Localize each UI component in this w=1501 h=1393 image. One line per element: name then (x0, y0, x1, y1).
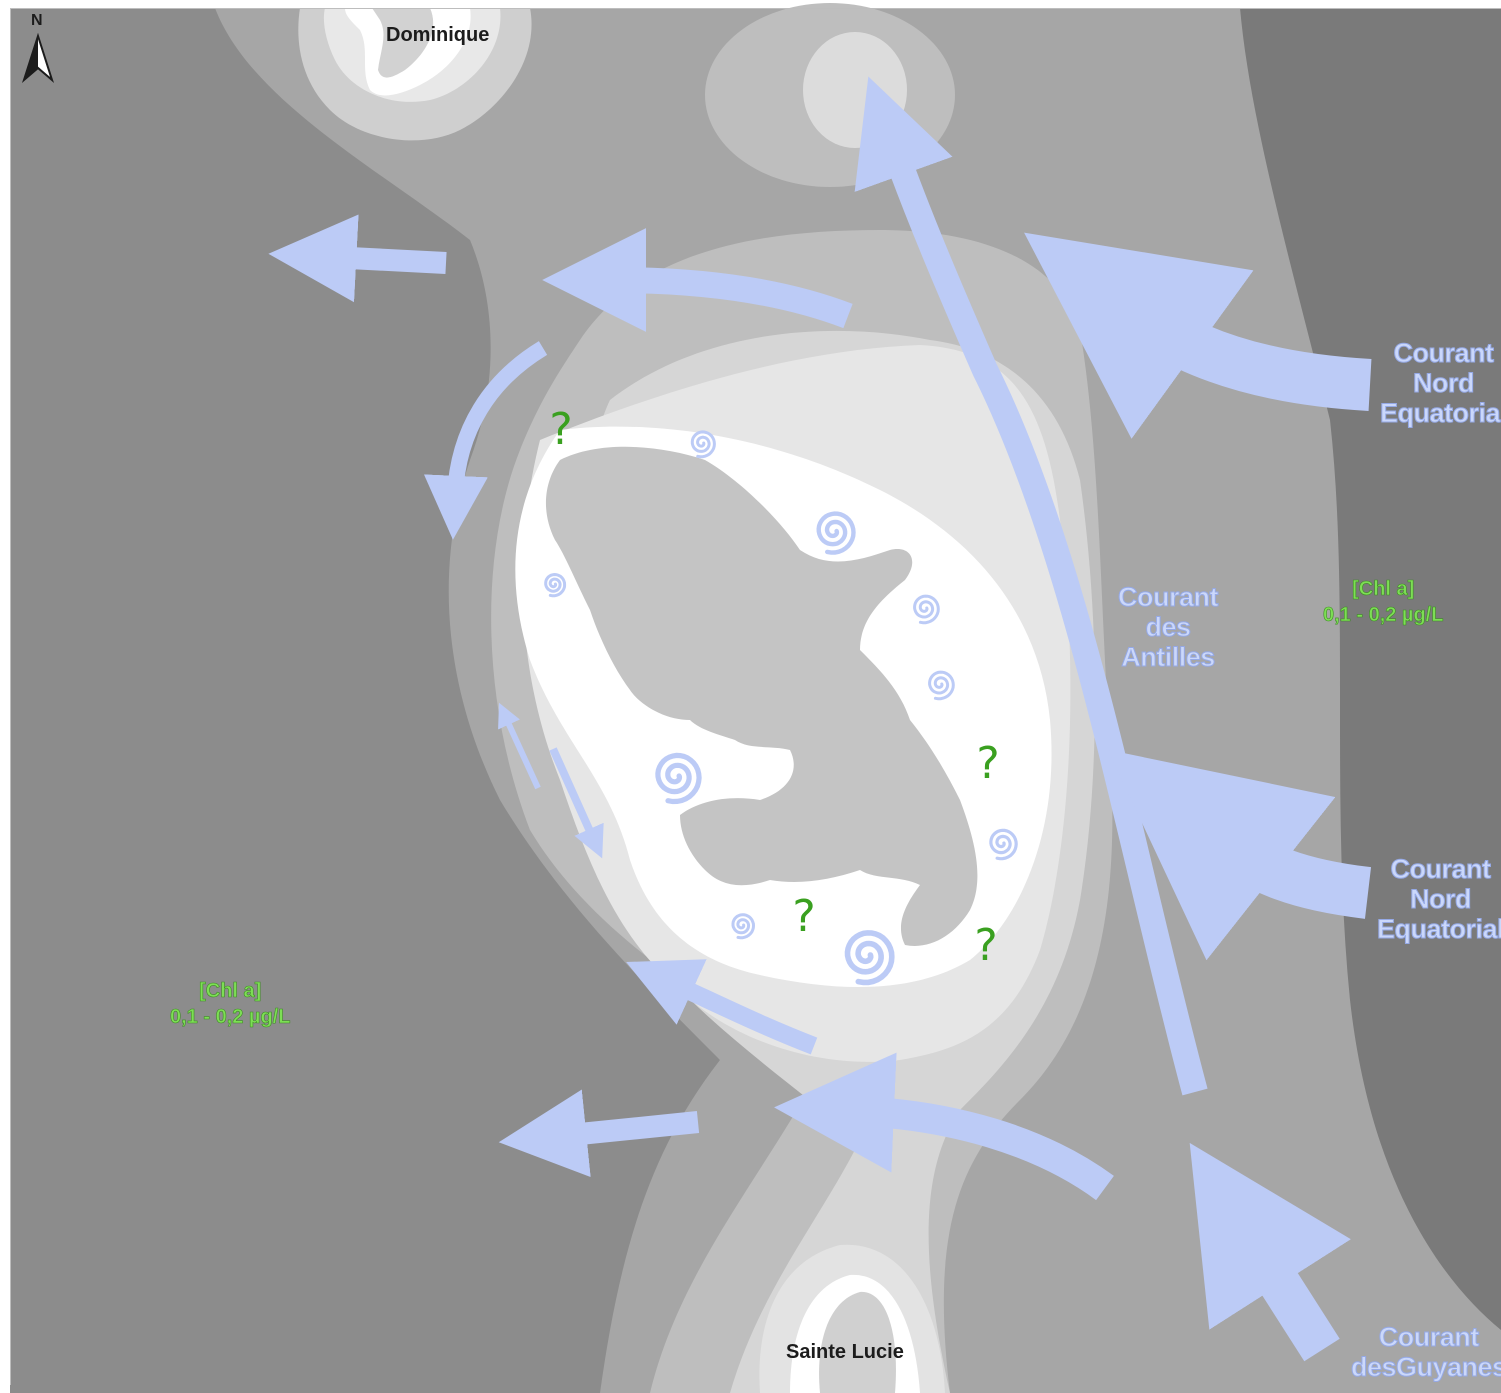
label-courant-nord-equatorial-1: Courant Nord Equatorial (1379, 338, 1501, 429)
question-mark: ? (792, 891, 815, 942)
eddy-icon (690, 430, 716, 459)
chl-label-west: [Chl a] 0,1 - 0,2 µg/L (170, 980, 291, 1029)
current-arrow-coastal-south (549, 747, 604, 859)
north-arrow-letter: N (31, 12, 43, 29)
current-arrow-north-lee (542, 228, 853, 333)
eddy-icon (731, 913, 756, 940)
eddy-icon (844, 930, 895, 986)
current-arrow-guyanes (1189, 1142, 1351, 1362)
label-courant-des-antilles: Courant des Antilles (1118, 582, 1220, 673)
dominique-land-core (372, 8, 434, 78)
label-courant-nord-equatorial-2: Courant Nord Equatorial (1376, 854, 1501, 945)
label-courant-des-guyanes: Courant desGuyanes (1351, 1322, 1501, 1383)
offshore-bank-inner (803, 32, 907, 148)
island-label-sainte-lucie: Sainte Lucie (786, 1341, 904, 1363)
question-mark: ? (974, 920, 997, 971)
current-arrow-northwest-dominique (268, 214, 447, 303)
question-mark: ? (549, 404, 572, 455)
current-arrow-north-equatorial-1 (1024, 232, 1372, 439)
current-arrow-north-equatorial-2 (1107, 749, 1372, 961)
current-arrow-coastal-north (498, 702, 541, 790)
eddy-icon (544, 572, 567, 598)
north-arrow-icon (21, 32, 55, 84)
eddy-icon (913, 594, 940, 625)
sainte-lucie-land (819, 1291, 896, 1393)
current-arrow-southwest-2 (498, 1089, 700, 1178)
current-arrow-southwest-1 (626, 959, 818, 1055)
martinique-land (545, 446, 978, 946)
current-arrow-south-channel (774, 1052, 1114, 1201)
eddy-icon (816, 511, 856, 555)
question-mark: ? (976, 738, 999, 789)
chl-label-east: [Chl a] 0,1 - 0,2 µg/L (1323, 578, 1444, 627)
eddy-icon (928, 670, 955, 701)
eddy-icon (655, 752, 702, 805)
island-label-dominique: Dominique (386, 24, 490, 46)
eddy-icon (989, 828, 1018, 861)
current-arrow-west-coast-curve (423, 341, 548, 540)
